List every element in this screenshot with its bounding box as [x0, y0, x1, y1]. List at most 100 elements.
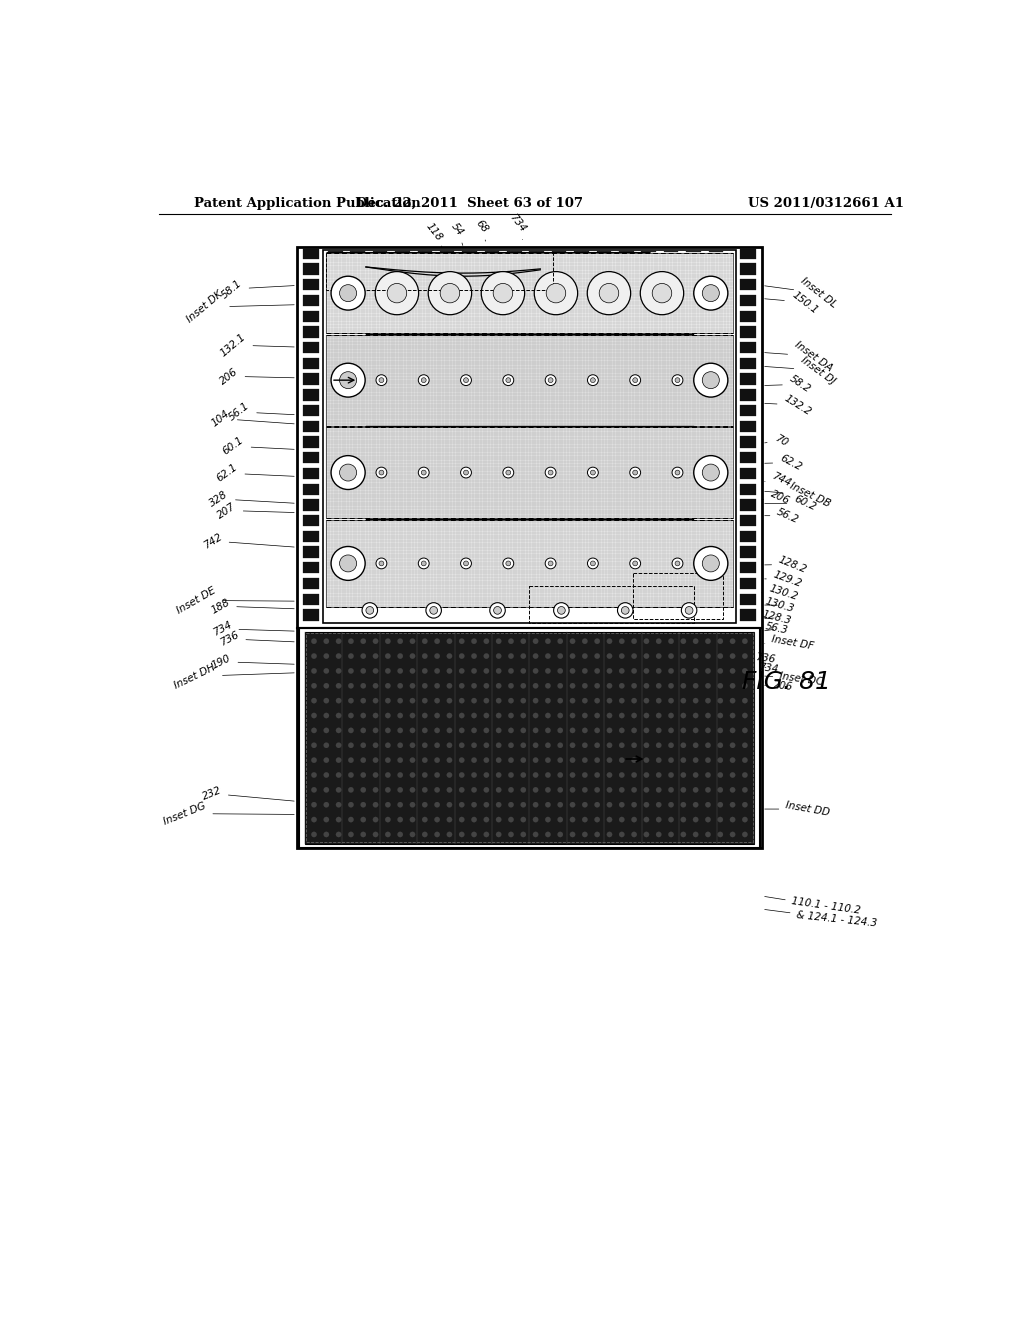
Text: 128.2: 128.2: [765, 554, 809, 574]
Text: 734: 734: [211, 620, 294, 638]
Text: Inset DH: Inset DH: [173, 663, 294, 690]
Circle shape: [644, 727, 649, 733]
Circle shape: [644, 832, 649, 837]
Circle shape: [375, 272, 419, 314]
Circle shape: [434, 713, 440, 718]
Bar: [740, 421, 756, 432]
Circle shape: [410, 787, 415, 792]
Circle shape: [336, 713, 341, 718]
Circle shape: [730, 787, 735, 792]
Circle shape: [617, 603, 633, 618]
Circle shape: [331, 546, 366, 581]
Circle shape: [656, 743, 662, 748]
Circle shape: [508, 698, 514, 704]
Circle shape: [532, 758, 539, 763]
Circle shape: [471, 758, 477, 763]
Circle shape: [422, 668, 427, 673]
Circle shape: [348, 668, 353, 673]
Circle shape: [706, 653, 711, 659]
Circle shape: [373, 803, 378, 808]
Circle shape: [483, 698, 489, 704]
Circle shape: [410, 832, 415, 837]
Circle shape: [336, 653, 341, 659]
Circle shape: [336, 832, 341, 837]
Circle shape: [397, 713, 402, 718]
Circle shape: [471, 772, 477, 777]
Circle shape: [348, 653, 353, 659]
Circle shape: [397, 803, 402, 808]
Bar: [740, 405, 756, 416]
Bar: [303, 467, 318, 479]
Circle shape: [520, 713, 526, 718]
Circle shape: [681, 603, 697, 618]
Circle shape: [446, 832, 453, 837]
Circle shape: [557, 668, 563, 673]
Circle shape: [702, 285, 719, 302]
Circle shape: [366, 607, 374, 614]
Circle shape: [340, 372, 356, 388]
Circle shape: [742, 653, 748, 659]
Circle shape: [471, 713, 477, 718]
Circle shape: [506, 470, 511, 475]
Circle shape: [520, 743, 526, 748]
Circle shape: [607, 832, 612, 837]
Circle shape: [632, 682, 637, 689]
Circle shape: [324, 639, 329, 644]
Bar: [303, 358, 318, 370]
Text: 132.2: 132.2: [765, 393, 813, 417]
Text: 130.3: 130.3: [765, 597, 796, 614]
Circle shape: [582, 698, 588, 704]
Circle shape: [669, 758, 674, 763]
Circle shape: [702, 372, 719, 388]
Circle shape: [675, 470, 680, 475]
Bar: [395, 251, 410, 252]
Circle shape: [336, 743, 341, 748]
Circle shape: [607, 787, 612, 792]
Circle shape: [397, 758, 402, 763]
Circle shape: [620, 682, 625, 689]
Circle shape: [557, 832, 563, 837]
Text: 58.1: 58.1: [219, 277, 294, 300]
Bar: [303, 451, 318, 463]
Circle shape: [669, 682, 674, 689]
Circle shape: [620, 743, 625, 748]
Circle shape: [336, 817, 341, 822]
Circle shape: [595, 727, 600, 733]
Circle shape: [607, 682, 612, 689]
Circle shape: [459, 787, 465, 792]
Text: 207: 207: [216, 500, 294, 520]
Circle shape: [446, 772, 453, 777]
Circle shape: [693, 639, 698, 644]
Circle shape: [693, 698, 698, 704]
Circle shape: [693, 743, 698, 748]
Circle shape: [730, 743, 735, 748]
Text: Inset DE: Inset DE: [175, 585, 294, 615]
Circle shape: [730, 639, 735, 644]
Circle shape: [532, 713, 539, 718]
Circle shape: [385, 682, 390, 689]
Circle shape: [693, 363, 728, 397]
Circle shape: [410, 682, 415, 689]
Circle shape: [496, 772, 502, 777]
Circle shape: [336, 787, 341, 792]
Circle shape: [336, 682, 341, 689]
Circle shape: [582, 653, 588, 659]
Circle shape: [656, 668, 662, 673]
Circle shape: [385, 772, 390, 777]
Bar: [597, 251, 611, 252]
Circle shape: [459, 713, 465, 718]
Circle shape: [607, 758, 612, 763]
Circle shape: [742, 682, 748, 689]
Text: Inset DL: Inset DL: [765, 276, 839, 310]
Circle shape: [379, 561, 384, 566]
Bar: [303, 421, 318, 432]
Circle shape: [633, 561, 638, 566]
Bar: [303, 294, 318, 306]
Circle shape: [620, 832, 625, 837]
Bar: [350, 251, 365, 252]
Circle shape: [672, 375, 683, 385]
Circle shape: [669, 832, 674, 837]
Bar: [327, 252, 553, 290]
Circle shape: [471, 682, 477, 689]
Circle shape: [471, 787, 477, 792]
